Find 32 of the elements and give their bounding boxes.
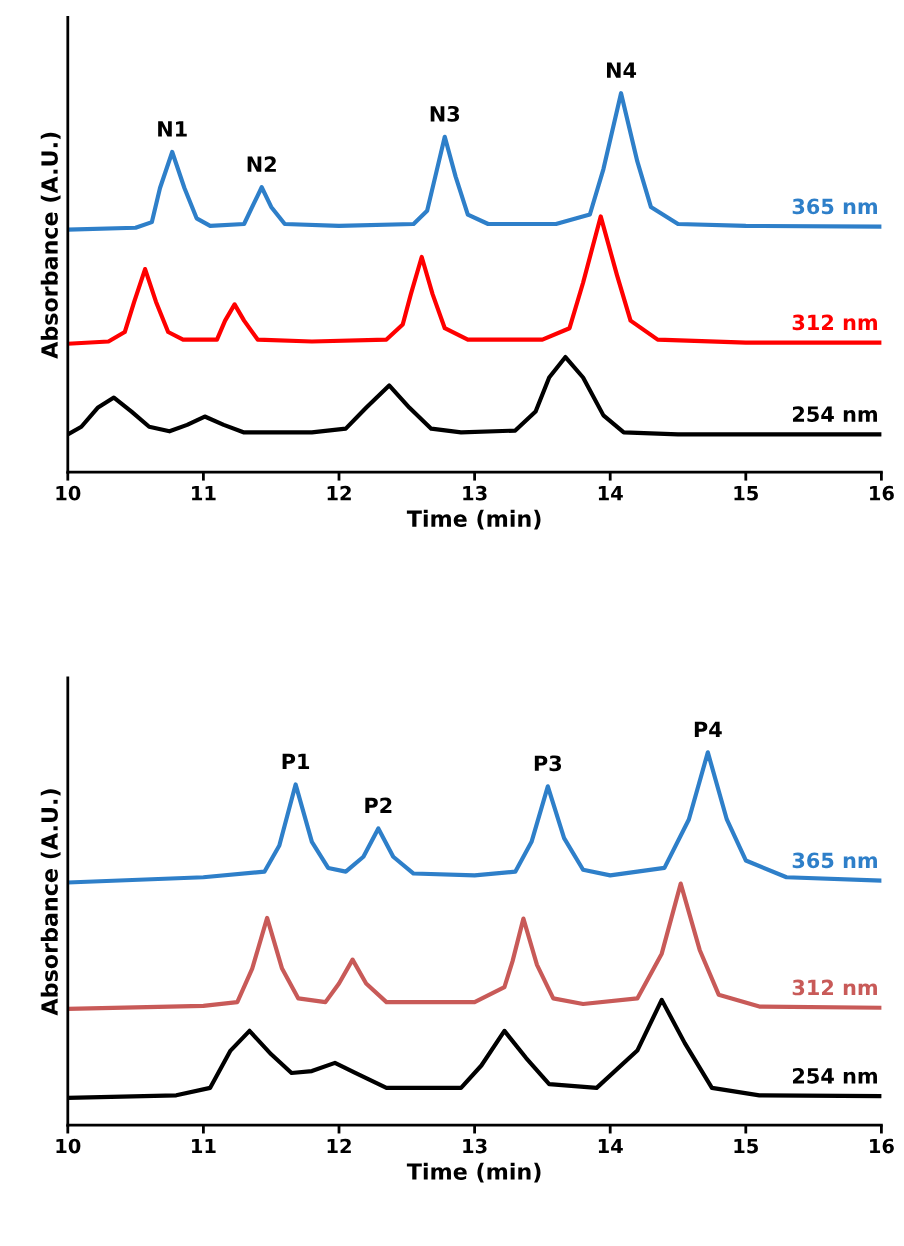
series-label: 254 nm: [792, 406, 877, 422]
annotation: N1: [158, 121, 187, 137]
annotation: P2: [365, 797, 392, 813]
annotation: P3: [534, 755, 562, 772]
x-tick-label: 13: [463, 485, 487, 501]
x-tick-label: 11: [192, 1138, 216, 1154]
x-tick-label: 11: [192, 486, 216, 501]
y-axis-title: Absorbance (A.U.): [40, 132, 61, 359]
x-tick-label: 13: [463, 1138, 487, 1154]
x-tick-label: 15: [734, 486, 758, 501]
annotation: P1: [282, 753, 310, 769]
x-tick-label: 16: [870, 485, 894, 501]
annotation: N4: [607, 62, 637, 78]
series-label: 365 nm: [792, 198, 877, 215]
x-tick-label: 14: [598, 486, 623, 501]
annotation: N3: [430, 105, 460, 122]
x-tick-label: 14: [598, 1138, 623, 1154]
x-tick-label: 12: [327, 1138, 351, 1154]
annotation: P4: [694, 721, 722, 737]
series-label: 365 nm: [792, 852, 877, 869]
x-tick-label: 15: [734, 1138, 758, 1154]
x-axis-title: Time (min): [406, 509, 541, 530]
y-axis-title: Absorbance (A.U.): [40, 789, 61, 1016]
series-label: 254 nm: [792, 1067, 877, 1084]
x-tick-label: 16: [870, 1138, 894, 1154]
x-tick-label: 12: [327, 485, 351, 501]
series-label: 312 nm: [792, 979, 877, 996]
annotation: N2: [247, 156, 276, 172]
series-label: 312 nm: [792, 314, 877, 331]
x-tick-label: 10: [56, 1138, 81, 1154]
x-axis-title: Time (min): [406, 1162, 541, 1183]
x-tick-label: 10: [56, 485, 81, 501]
